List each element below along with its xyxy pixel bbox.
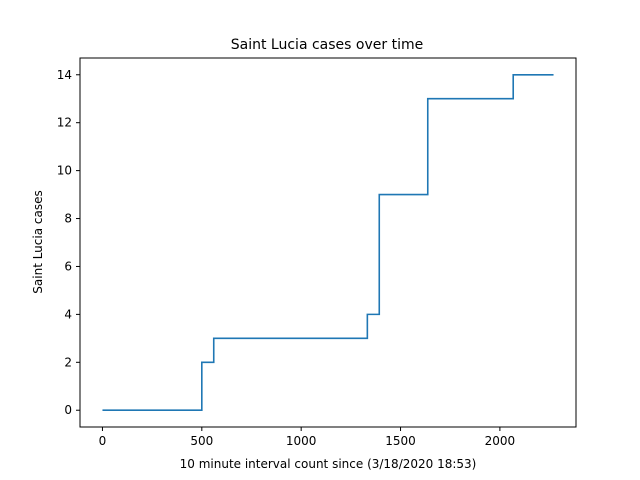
plot-area bbox=[102, 73, 554, 412]
y-tick-label: 2 bbox=[64, 355, 72, 369]
y-tick-label: 8 bbox=[64, 212, 72, 226]
y-tick-label: 14 bbox=[57, 68, 72, 82]
x-tick-label: 0 bbox=[99, 434, 107, 448]
x-axis-ticks: 0 500 1000 1500 2000 bbox=[99, 427, 516, 448]
x-tick-label: 1000 bbox=[286, 434, 317, 448]
axes-frame bbox=[79, 57, 577, 428]
y-tick-label: 4 bbox=[64, 307, 72, 321]
x-tick-label: 500 bbox=[190, 434, 213, 448]
y-axis-ticks: 0 2 4 6 8 10 12 14 bbox=[57, 68, 80, 417]
series-line bbox=[102, 73, 554, 412]
y-tick-label: 0 bbox=[64, 403, 72, 417]
y-tick-label: 6 bbox=[64, 259, 72, 273]
y-tick-label: 10 bbox=[57, 164, 72, 178]
chart-title: Saint Lucia cases over time bbox=[231, 37, 423, 53]
y-tick-label: 12 bbox=[57, 116, 72, 130]
y-axis-label: Saint Lucia cases bbox=[31, 190, 45, 293]
x-axis-label: 10 minute interval count since (3/18/202… bbox=[180, 457, 477, 471]
x-tick-label: 1500 bbox=[385, 434, 416, 448]
x-tick-label: 2000 bbox=[485, 434, 516, 448]
